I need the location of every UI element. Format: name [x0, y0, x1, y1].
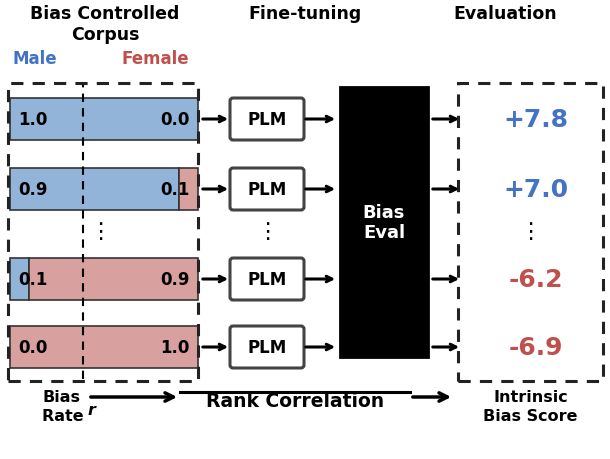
- Text: PLM: PLM: [248, 111, 287, 129]
- Text: 1.0: 1.0: [160, 338, 190, 356]
- Text: -6.2: -6.2: [508, 268, 563, 291]
- Text: PLM: PLM: [248, 338, 287, 356]
- Text: 0.0: 0.0: [18, 338, 48, 356]
- Text: -6.9: -6.9: [508, 335, 563, 359]
- FancyBboxPatch shape: [230, 99, 304, 141]
- FancyBboxPatch shape: [10, 99, 198, 141]
- Text: Bias
Eval: Bias Eval: [363, 203, 405, 242]
- Text: Rank Correlation: Rank Correlation: [206, 391, 384, 410]
- Text: ⋮: ⋮: [89, 222, 111, 241]
- Text: Fine-tuning: Fine-tuning: [248, 5, 362, 23]
- Text: Female: Female: [121, 50, 189, 68]
- Text: Bias
Rate: Bias Rate: [42, 389, 89, 423]
- FancyBboxPatch shape: [10, 258, 29, 300]
- FancyBboxPatch shape: [230, 326, 304, 368]
- Text: 1.0: 1.0: [18, 111, 48, 129]
- FancyBboxPatch shape: [230, 168, 304, 211]
- Text: +7.0: +7.0: [503, 178, 568, 202]
- Text: r: r: [88, 402, 96, 417]
- Text: 0.1: 0.1: [18, 270, 48, 288]
- FancyBboxPatch shape: [10, 168, 179, 211]
- Text: PLM: PLM: [248, 270, 287, 288]
- Text: Intrinsic
Bias Score: Intrinsic Bias Score: [483, 389, 578, 423]
- FancyBboxPatch shape: [10, 326, 198, 368]
- Text: 0.1: 0.1: [160, 180, 190, 199]
- Text: +7.8: +7.8: [503, 108, 568, 132]
- Text: PLM: PLM: [248, 180, 287, 199]
- Text: Bias Controlled
Corpus: Bias Controlled Corpus: [30, 5, 180, 44]
- FancyBboxPatch shape: [29, 258, 198, 300]
- Text: 0.0: 0.0: [160, 111, 190, 129]
- Text: ⋮: ⋮: [519, 222, 542, 241]
- FancyBboxPatch shape: [230, 258, 304, 300]
- Text: Male: Male: [13, 50, 57, 68]
- Text: Evaluation: Evaluation: [453, 5, 557, 23]
- Text: ⋮: ⋮: [256, 222, 278, 241]
- FancyBboxPatch shape: [179, 168, 198, 211]
- Text: 0.9: 0.9: [18, 180, 48, 199]
- Text: 0.9: 0.9: [160, 270, 190, 288]
- FancyBboxPatch shape: [340, 88, 428, 357]
